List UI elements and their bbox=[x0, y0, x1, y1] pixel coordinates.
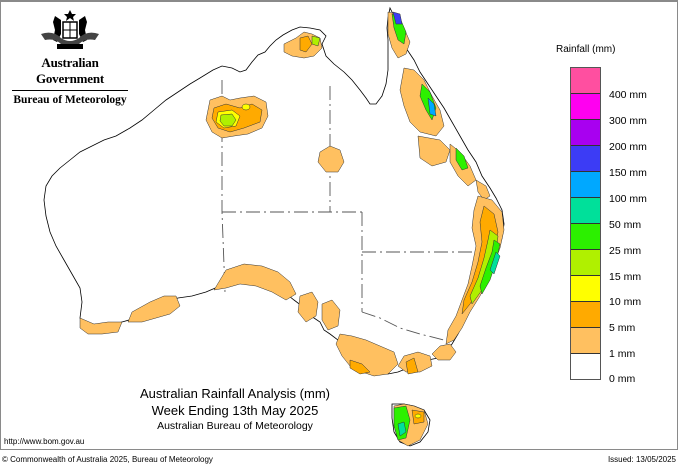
legend-swatch-15 bbox=[571, 250, 600, 276]
legend-label: 5 mm bbox=[609, 322, 636, 334]
legend-label: 200 mm bbox=[609, 141, 647, 153]
legend-label: 100 mm bbox=[609, 193, 647, 205]
map-title-block: Australian Rainfall Analysis (mm) Week E… bbox=[130, 385, 340, 433]
legend-swatch-25 bbox=[571, 224, 600, 250]
legend-label: 50 mm bbox=[609, 219, 642, 231]
logo-divider bbox=[12, 90, 128, 91]
legend-swatch-100 bbox=[571, 172, 600, 198]
bom-logo: Australian Government Bureau of Meteorol… bbox=[6, 8, 134, 106]
legend-swatch-5 bbox=[571, 302, 600, 328]
legend-title: Rainfall (mm) bbox=[556, 44, 616, 55]
legend-label: 25 mm bbox=[609, 245, 642, 257]
legend-swatch-400 bbox=[571, 68, 600, 94]
legend-label: 150 mm bbox=[609, 167, 647, 179]
legend-label: 1 mm bbox=[609, 348, 636, 360]
map-frame bbox=[0, 0, 678, 450]
legend-label: 10 mm bbox=[609, 296, 642, 308]
legend-swatch-50 bbox=[571, 198, 600, 224]
legend-swatch-10 bbox=[571, 276, 600, 302]
agency-name: Australian Government bbox=[35, 55, 105, 86]
legend-label: 400 mm bbox=[609, 89, 647, 101]
bom-website-link[interactable]: http://www.bom.gov.au bbox=[4, 437, 85, 446]
legend-swatch-1 bbox=[571, 328, 600, 354]
legend-swatch-150 bbox=[571, 146, 600, 172]
map-source: Australian Bureau of Meteorology bbox=[157, 420, 313, 432]
rainfall-fills bbox=[79, 11, 505, 447]
legend-label: 300 mm bbox=[609, 115, 647, 127]
map-title: Australian Rainfall Analysis (mm) bbox=[139, 386, 330, 401]
map-period: Week Ending 13th May 2025 bbox=[151, 403, 319, 418]
legend-color-bar bbox=[570, 67, 601, 380]
legend-label: 15 mm bbox=[609, 271, 642, 283]
legend-swatch-0 bbox=[571, 354, 600, 379]
issued-date: Issued: 13/05/2025 bbox=[607, 455, 676, 464]
legend-swatch-300 bbox=[571, 94, 600, 120]
legend-label: 0 mm bbox=[609, 373, 636, 385]
coat-of-arms-icon bbox=[41, 10, 99, 49]
department-name: Bureau of Meteorology bbox=[13, 94, 127, 106]
rainfall-map bbox=[43, 6, 505, 447]
legend-swatch-200 bbox=[571, 120, 600, 146]
copyright-notice: © Commonwealth of Australia 2025, Bureau… bbox=[2, 455, 213, 464]
